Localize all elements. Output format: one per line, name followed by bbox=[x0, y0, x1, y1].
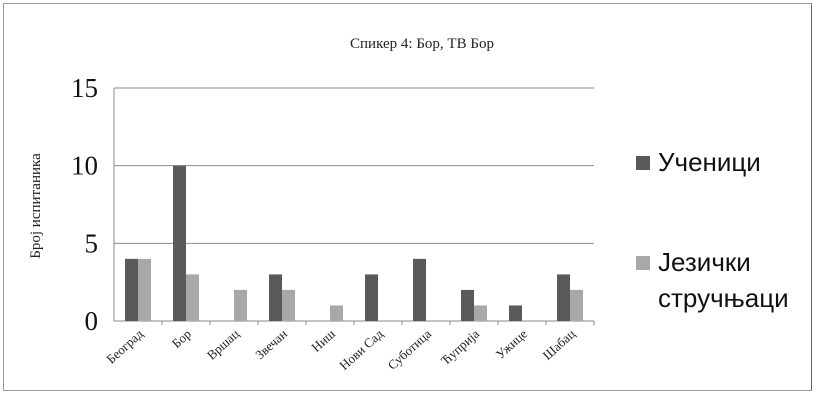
legend-label-line: стручњаци bbox=[658, 283, 789, 313]
x-tick-label: Београд bbox=[103, 326, 146, 367]
x-tick-label: Ћуприја bbox=[438, 326, 482, 368]
bar-experts bbox=[138, 258, 151, 321]
x-tick-label: Вршац bbox=[204, 326, 242, 363]
x-tick-label: Ужице bbox=[493, 326, 531, 362]
y-tick-label: 15 bbox=[71, 73, 98, 103]
bar-experts bbox=[474, 305, 487, 321]
y-tick-label: 5 bbox=[85, 228, 99, 258]
y-axis-label: Број испитаника bbox=[28, 153, 44, 259]
legend-swatch-students bbox=[636, 156, 650, 170]
gridlines bbox=[114, 87, 594, 244]
bar-students bbox=[461, 289, 474, 321]
x-tick-label: Нови Сад bbox=[336, 326, 386, 373]
chart-title: Спикер 4: Бор, ТВ Бор bbox=[350, 36, 494, 52]
bar-experts bbox=[330, 305, 343, 321]
y-tick-label: 0 bbox=[85, 306, 99, 336]
bar-students bbox=[413, 258, 426, 321]
bar-students bbox=[173, 165, 186, 321]
bars bbox=[125, 165, 583, 321]
legend-swatch-experts bbox=[636, 256, 650, 270]
x-tick-label: Звечан bbox=[252, 326, 290, 362]
x-tick-label: Суботица bbox=[385, 326, 435, 373]
x-tick-label: Ниш bbox=[308, 326, 338, 355]
bar-chart: Спикер 4: Бор, ТВ Бор 0 5 10 15 Број испита… bbox=[28, 36, 789, 373]
bar-students bbox=[125, 258, 138, 321]
bar-experts bbox=[234, 289, 247, 321]
x-tick-label: Бор bbox=[169, 326, 194, 351]
bar-students bbox=[509, 305, 522, 321]
x-tick-label: Шабац bbox=[540, 326, 578, 363]
chart-frame: Спикер 4: Бор, ТВ Бор 0 5 10 15 Број испита… bbox=[3, 3, 812, 391]
bar-experts bbox=[570, 289, 583, 321]
legend-label-experts: Језички стручњаци bbox=[658, 247, 789, 313]
bar-experts bbox=[186, 274, 199, 321]
bar-students bbox=[365, 274, 378, 321]
bar-experts bbox=[282, 289, 295, 321]
legend-label-students: Ученици bbox=[658, 147, 761, 177]
bar-students bbox=[269, 274, 282, 321]
y-tick-labels: 0 5 10 15 bbox=[71, 73, 98, 336]
legend: Ученици Језички стручњаци bbox=[636, 147, 789, 313]
bar-students bbox=[557, 274, 570, 321]
legend-label-line: Језички bbox=[658, 247, 751, 277]
y-tick-label: 10 bbox=[71, 151, 98, 181]
